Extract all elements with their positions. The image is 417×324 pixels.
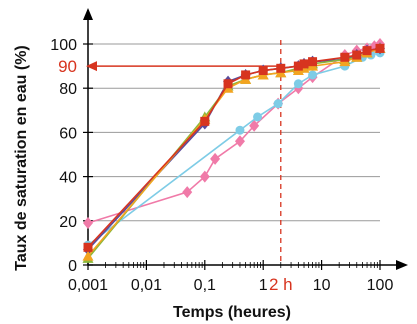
data-point (82, 250, 94, 261)
data-point (362, 46, 372, 56)
reference-lines: 90 2 h (58, 40, 293, 294)
x-tick-label: 0,1 (194, 277, 216, 294)
data-point (293, 79, 303, 89)
data-point (276, 63, 286, 73)
data-point (83, 217, 93, 230)
series-group (83, 43, 385, 252)
x-axis-title: Temps (heures) (173, 304, 291, 321)
data-point (273, 99, 283, 109)
data-point (249, 119, 260, 132)
data-point (258, 66, 268, 76)
data-point (223, 79, 233, 89)
data-point (340, 52, 350, 62)
series-group (83, 42, 385, 256)
h-ref-arrow (86, 61, 97, 72)
series-line (87, 52, 381, 246)
data-point (182, 186, 193, 199)
data-point (235, 125, 245, 135)
data-point (210, 152, 221, 165)
x-tick-label: 0,001 (68, 277, 108, 294)
y-tick-label: 40 (59, 170, 77, 187)
data-point (253, 112, 263, 122)
v-ref-label: 2 h (269, 275, 293, 294)
data-point (308, 70, 318, 80)
x-axis-arrow (396, 260, 408, 270)
data-point (241, 70, 251, 80)
y-tick-label: 100 (50, 37, 77, 54)
x-tick-label: 100 (367, 277, 394, 294)
data-point (83, 242, 93, 252)
series-group (82, 42, 386, 261)
data-point (293, 61, 303, 71)
x-tick-label: 1 (259, 277, 268, 294)
data-point (299, 59, 309, 69)
data-point (308, 57, 318, 67)
series-group (82, 42, 386, 263)
y-tick-label: 60 (59, 125, 77, 142)
data-point (375, 43, 385, 53)
grid (88, 43, 380, 222)
x-tick-label: 0,01 (131, 277, 162, 294)
data-point (352, 50, 362, 60)
series-line (87, 43, 381, 224)
x-tick-label: 10 (313, 277, 331, 294)
data-point (200, 116, 210, 126)
data-point (199, 170, 210, 183)
y-tick-label: 20 (59, 214, 77, 231)
y-tick-label: 0 (68, 258, 77, 275)
y-tick-label: 80 (59, 81, 77, 98)
series (82, 38, 386, 263)
h-ref-label: 90 (58, 57, 77, 76)
data-point (234, 135, 245, 148)
y-axis-arrow (83, 8, 93, 20)
labels: Temps (heures) Taux de saturation en eau… (13, 45, 291, 321)
y-axis-title: Taux de saturation en eau (%) (13, 45, 30, 271)
series-line (87, 47, 381, 248)
series-line (87, 47, 381, 251)
